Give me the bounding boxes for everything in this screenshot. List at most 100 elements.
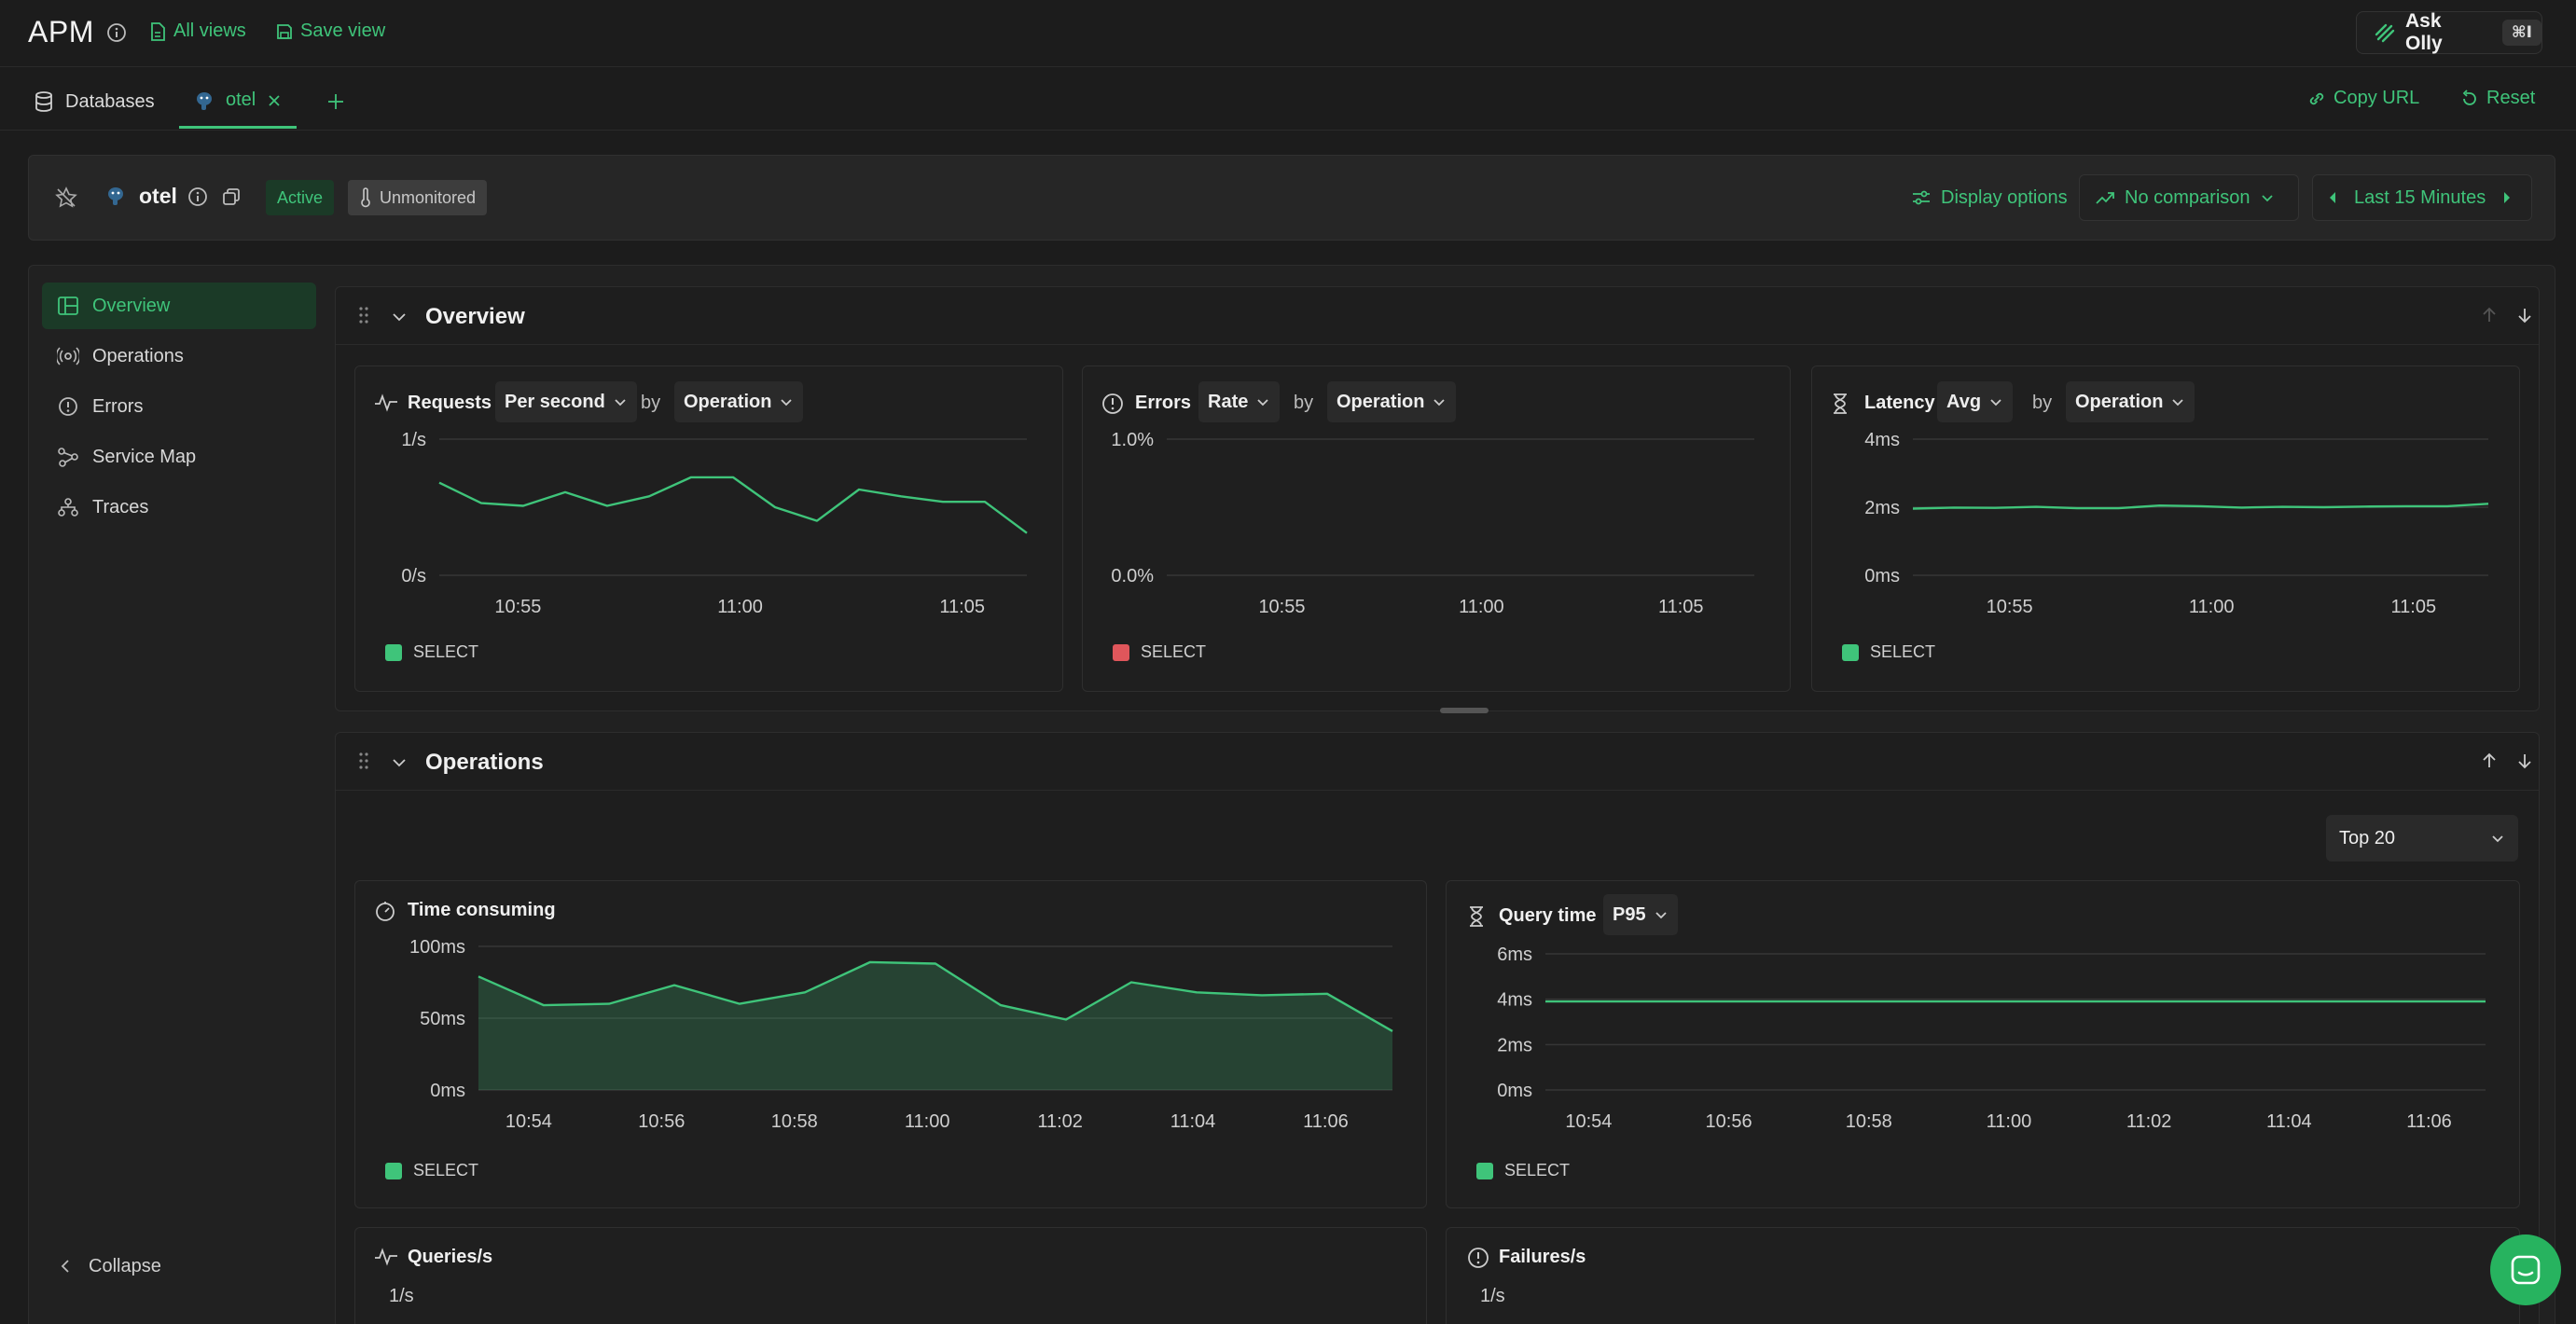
queries-y-top: 1/s — [389, 1286, 414, 1306]
y-tick-label: 50ms — [420, 1009, 465, 1029]
save-view-label: Save view — [300, 21, 386, 41]
sidebar-item-errors[interactable]: Errors — [42, 383, 316, 430]
status-badge-active: Active — [266, 180, 335, 215]
tab-databases[interactable]: Databases — [34, 75, 155, 129]
star-icon[interactable] — [55, 186, 77, 209]
requests-by-label: by — [641, 393, 661, 413]
errors-group-label: Operation — [1336, 391, 1425, 412]
y-tick-label: 0ms — [1864, 566, 1900, 586]
sidebar-item-traces[interactable]: Traces — [42, 484, 316, 531]
query-time-legend[interactable]: SELECT — [1476, 1161, 1570, 1180]
chevron-down-icon — [1988, 394, 2003, 409]
olly-logo-icon — [2374, 21, 2396, 44]
status-badge-unmonitored: Unmonitored — [348, 180, 488, 215]
latency-chart: 0ms 2ms 4ms 10:55 11:00 11:05 — [1864, 430, 2489, 617]
drag-handle-icon[interactable] — [358, 752, 369, 770]
plus-icon — [326, 92, 345, 111]
copy-url-button[interactable]: Copy URL — [2307, 88, 2419, 109]
info-icon[interactable] — [187, 186, 208, 207]
caret-right-icon[interactable] — [2502, 191, 2512, 204]
requests-metric-dropdown[interactable]: Per second — [495, 381, 637, 422]
arrow-down-icon[interactable] — [2516, 306, 2533, 324]
drag-handle-icon[interactable] — [358, 306, 369, 324]
resize-handle[interactable] — [1440, 708, 1489, 713]
sidebar-item-operations[interactable]: Operations — [42, 333, 316, 379]
queries-title: Queries/s — [408, 1247, 493, 1267]
series-area — [478, 961, 1392, 1090]
activity-icon — [374, 393, 398, 413]
postgres-icon — [194, 90, 215, 111]
sidebar-item-label: Service Map — [92, 446, 197, 467]
time-consuming-card: Time consuming 0ms 50ms 100ms 10:54 10:56 10:… — [354, 880, 1427, 1208]
errors-chart: 0.0% 1.0% 10:55 11:00 11:05 — [1111, 430, 1754, 617]
y-tick-label: 0ms — [430, 1081, 465, 1101]
chevron-left-icon — [57, 1257, 76, 1276]
sidebar-item-service-map[interactable]: Service Map — [42, 434, 316, 480]
latency-metric-label: Avg — [1946, 391, 1982, 412]
y-tick-label: 2ms — [1864, 498, 1900, 518]
legend-label: SELECT — [1870, 642, 1936, 661]
errors-metric-dropdown[interactable]: Rate — [1198, 381, 1281, 422]
app-title: APM — [28, 15, 94, 48]
latency-metric-dropdown[interactable]: Avg — [1937, 381, 2014, 422]
all-views-button[interactable]: All views — [149, 21, 246, 42]
time-consuming-legend[interactable]: SELECT — [385, 1161, 478, 1180]
ask-olly-button[interactable]: Ask Olly ⌘I — [2356, 10, 2542, 54]
legend-swatch — [1113, 643, 1129, 661]
overview-title: Overview — [425, 304, 525, 329]
x-tick-label: 10:55 — [1987, 597, 2033, 617]
errors-group-dropdown[interactable]: Operation — [1327, 381, 1457, 422]
chevron-down-icon[interactable] — [390, 753, 409, 772]
legend-swatch — [385, 1162, 402, 1179]
copy-icon[interactable] — [221, 186, 242, 207]
x-tick-label: 11:00 — [717, 597, 763, 617]
close-icon[interactable] — [267, 93, 282, 108]
database-icon — [34, 90, 54, 113]
tab-otel[interactable]: otel — [179, 75, 298, 129]
errors-legend[interactable]: SELECT — [1113, 642, 1206, 662]
chevron-down-icon — [2490, 831, 2505, 846]
chevron-down-icon — [2170, 394, 2185, 409]
time-range-picker[interactable]: Last 15 Minutes — [2312, 174, 2532, 221]
operations-section-header: Operations — [336, 733, 2539, 791]
sidebar-item-label: Operations — [92, 345, 184, 366]
info-icon[interactable] — [106, 22, 127, 43]
sidebar-collapse-button[interactable]: Collapse — [42, 1243, 316, 1290]
legend-swatch — [1476, 1162, 1493, 1179]
x-tick-label: 11:05 — [2391, 597, 2437, 617]
add-tab-button[interactable] — [326, 75, 345, 129]
chat-launcher-button[interactable] — [2490, 1234, 2561, 1305]
x-tick-label: 10:56 — [1706, 1111, 1752, 1132]
x-tick-label: 10:55 — [1258, 597, 1305, 617]
chevron-down-icon — [613, 394, 628, 409]
time-consuming-title: Time consuming — [408, 900, 556, 920]
errors-by-label: by — [1294, 393, 1314, 413]
chevron-down-icon[interactable] — [390, 308, 409, 326]
arrow-down-icon[interactable] — [2516, 752, 2533, 770]
sidebar-item-overview[interactable]: Overview — [42, 283, 316, 329]
hourglass-icon — [1467, 905, 1486, 928]
save-view-button[interactable]: Save view — [276, 21, 385, 42]
query-time-metric-dropdown[interactable]: P95 — [1603, 894, 1678, 935]
latency-legend[interactable]: SELECT — [1842, 642, 1935, 662]
legend-swatch — [385, 643, 402, 661]
display-options-label: Display options — [1941, 186, 2068, 208]
alert-circle-icon — [1101, 393, 1124, 415]
caret-left-icon[interactable] — [2328, 191, 2337, 204]
x-tick-label: 10:58 — [1846, 1111, 1892, 1132]
requests-group-dropdown[interactable]: Operation — [674, 381, 804, 422]
display-options-button[interactable]: Display options — [1896, 174, 2083, 221]
operations-title: Operations — [425, 750, 544, 775]
reset-button[interactable]: Reset — [2460, 88, 2535, 109]
arrow-up-icon[interactable] — [2481, 752, 2498, 770]
tab-databases-label: Databases — [65, 90, 155, 112]
top-n-label: Top 20 — [2339, 827, 2396, 848]
requests-legend[interactable]: SELECT — [385, 642, 478, 662]
overview-section-header: Overview — [336, 287, 2539, 345]
comparison-dropdown[interactable]: No comparison — [2079, 174, 2299, 221]
top-n-dropdown[interactable]: Top 20 — [2326, 815, 2518, 862]
ask-olly-shortcut: ⌘I — [2501, 20, 2541, 46]
latency-group-dropdown[interactable]: Operation — [2066, 381, 2195, 422]
arrow-up-icon[interactable] — [2481, 306, 2498, 324]
series-line[interactable] — [438, 476, 1028, 534]
